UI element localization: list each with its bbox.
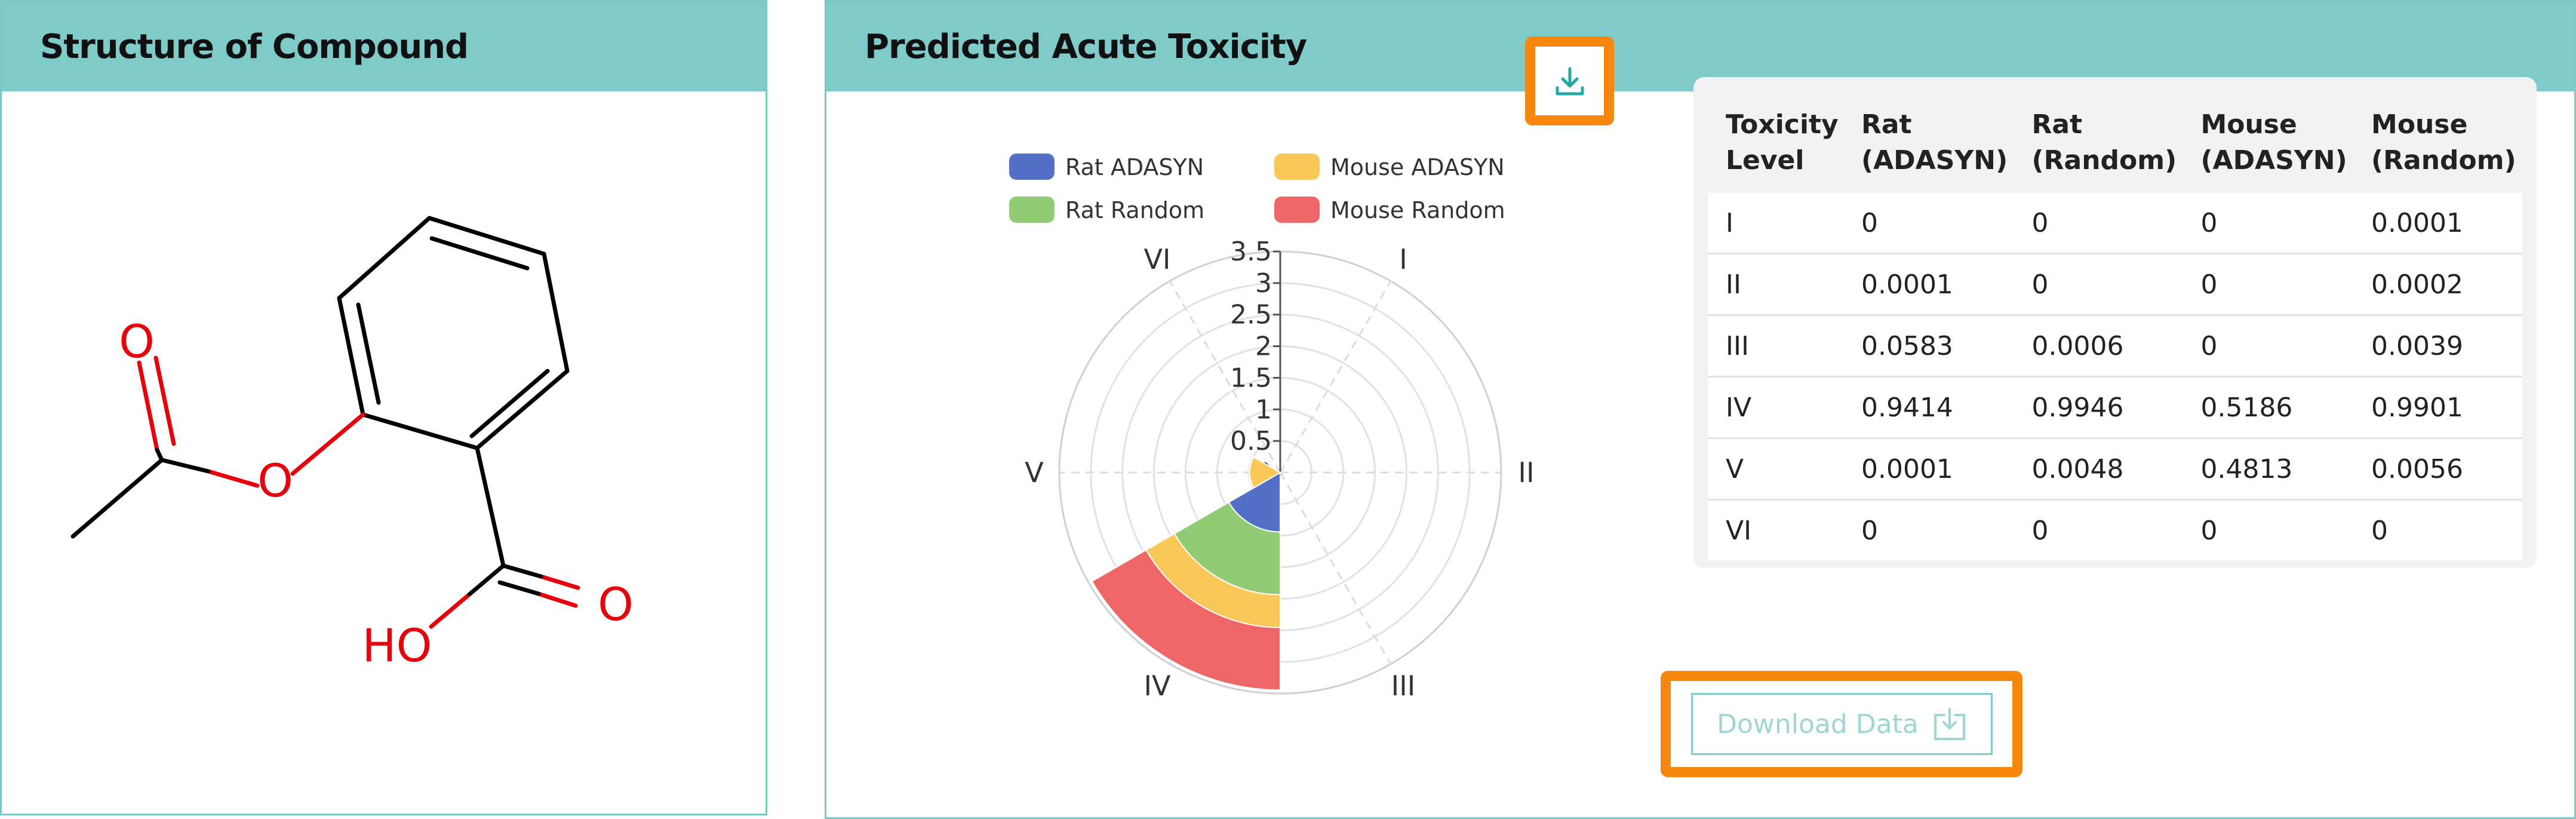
legend-label: Mouse Random (1330, 197, 1505, 223)
table-cell: IV (1708, 376, 1843, 439)
chart-bar-segment (1091, 549, 1281, 691)
toxicity-panel-header: Predicted Acute Toxicity (826, 2, 2574, 91)
table-cell: 0.0001 (2353, 193, 2522, 254)
table-cell: 0 (1843, 499, 2014, 560)
table-cell: 0 (2014, 193, 2183, 254)
radial-tick-label: 1.5 (1230, 363, 1272, 393)
chart-download-icon-button[interactable] (1525, 36, 1614, 125)
category-label: III (1391, 670, 1416, 702)
category-label: IV (1143, 670, 1171, 702)
column-header: Rat (ADASYN) (1861, 109, 2008, 176)
category-label: II (1518, 456, 1534, 489)
table-row: V 0.0001 0.0048 0.4813 0.0056 (1708, 438, 2522, 501)
structure-panel: Structure of Compound (0, 0, 767, 815)
molecule-structure-image: O O O HO (70, 216, 634, 672)
column-header: Rat (Random) (2031, 109, 2177, 176)
legend-swatch (1274, 197, 1320, 223)
table-row: I 0 0 0 0.0001 (1708, 193, 2522, 254)
category-label: V (1025, 456, 1044, 489)
table-cell: 0.5186 (2182, 376, 2354, 439)
table-row: III 0.0583 0.0006 0 0.0039 (1708, 315, 2522, 378)
radial-tick-label: 2 (1255, 332, 1272, 362)
table-cell: 0 (1843, 193, 2014, 254)
atom-label-oxygen: O (598, 578, 634, 631)
table-cell: 0 (2182, 253, 2354, 316)
table-cell: 0.0002 (2353, 253, 2522, 316)
table-row: IV 0.9414 0.9946 0.5186 0.9901 (1708, 376, 2522, 439)
column-header: Mouse (ADASYN) (2200, 109, 2347, 176)
table-cell: I (1708, 193, 1843, 254)
legend-swatch (1009, 154, 1055, 180)
category-label: I (1399, 243, 1407, 275)
legend-swatch (1274, 154, 1320, 180)
table-cell: 0.4813 (2182, 438, 2354, 501)
category-label: VI (1143, 243, 1170, 275)
structure-panel-header: Structure of Compound (2, 2, 766, 91)
table-header-row: Toxicity Level Rat (ADASYN) Rat (Random) Mo… (1708, 107, 2522, 193)
legend-label: Rat ADASYN (1065, 154, 1204, 180)
radial-tick-label: 0.5 (1230, 426, 1272, 456)
table-row: II 0.0001 0 0 0.0002 (1708, 253, 2522, 316)
download-tray-icon (1933, 708, 1965, 740)
table-cell: 0.0001 (1843, 253, 2014, 316)
grid-spoke (1279, 472, 1392, 665)
table-cell: 0.0056 (2353, 438, 2522, 501)
toxicity-panel: Predicted Acute Toxicity 0 0.511.522.533.… (825, 0, 2576, 819)
download-data-label: Download Data (1717, 708, 1919, 740)
table-cell: 0.0048 (2014, 438, 2183, 501)
table-cell: 0.9414 (1843, 376, 2014, 439)
table-cell: 0 (2014, 499, 2183, 560)
table-cell: 0 (2182, 499, 2354, 560)
table-cell: 0 (2353, 499, 2522, 560)
legend-label: Rat Random (1065, 197, 1204, 223)
toxicity-panel-title: Predicted Acute Toxicity (865, 27, 1307, 66)
table-cell: 0.9901 (2353, 376, 2522, 439)
atom-label-oxygen: O (257, 454, 293, 507)
download-data-highlight: Download Data (1661, 671, 2022, 777)
grid-spoke (1169, 280, 1281, 473)
radial-tick-label: 3 (1255, 268, 1272, 299)
chart-bar-segment (1249, 456, 1255, 489)
column-header: Toxicity Level (1726, 109, 1839, 176)
table-cell: 0 (2182, 315, 2354, 378)
table-cell: 0.9946 (2014, 376, 2183, 439)
table-cell: II (1708, 253, 1843, 316)
radial-tick-label: 1 (1255, 394, 1272, 425)
atom-label-oxygen: O (119, 315, 155, 368)
table-cell: 0.0006 (2014, 315, 2183, 378)
table-cell: V (1708, 438, 1843, 501)
radial-tick-label: 2.5 (1230, 300, 1272, 330)
structure-panel-title: Structure of Compound (40, 27, 469, 66)
table-cell: 0.0039 (2353, 315, 2522, 378)
table-cell: 0 (2182, 193, 2354, 254)
download-data-button[interactable]: Download Data (1690, 693, 1993, 755)
legend-label: Mouse ADASYN (1330, 154, 1505, 180)
toxicity-table: Toxicity Level Rat (ADASYN) Rat (Random) Mo… (1708, 107, 2522, 560)
table-cell: 0.0001 (1843, 438, 2014, 501)
radial-tick-label: 3.5 (1230, 237, 1272, 267)
toxicity-table-container: Toxicity Level Rat (ADASYN) Rat (Random) Mo… (1693, 77, 2537, 568)
column-header: Mouse (Random) (2371, 109, 2516, 176)
table-cell: 0.0583 (1843, 315, 2014, 378)
table-cell: 0 (2014, 253, 2183, 316)
table-row: VI 0 0 0 0 (1708, 499, 2522, 560)
atom-label-hydroxyl: HO (362, 619, 432, 672)
grid-spoke (1279, 280, 1392, 473)
legend-swatch (1009, 197, 1055, 223)
download-icon (1556, 67, 1584, 95)
table-cell: III (1708, 315, 1843, 378)
table-cell: VI (1708, 499, 1843, 560)
